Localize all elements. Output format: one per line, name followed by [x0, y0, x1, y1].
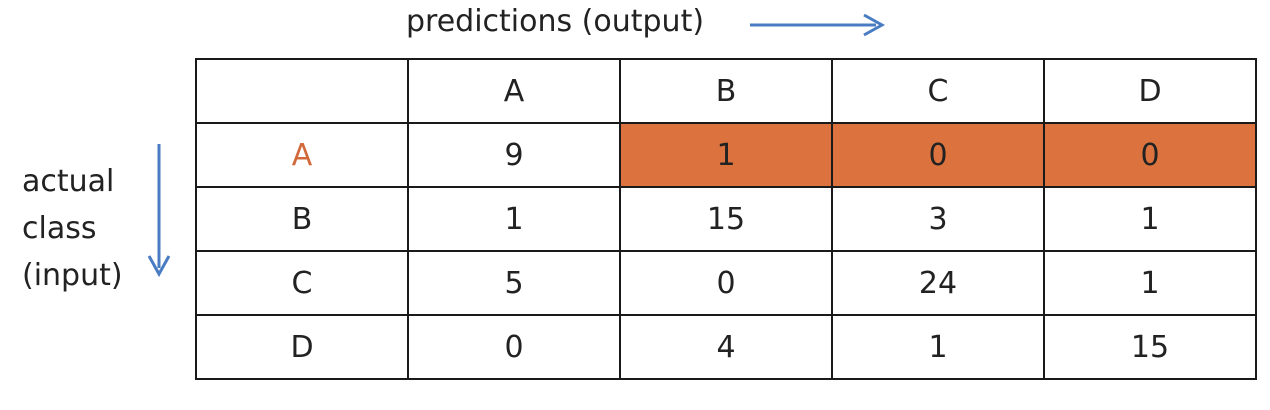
matrix-cell-b-a: 1 — [407, 186, 621, 252]
matrix-cell-a-c: 0 — [831, 122, 1045, 188]
matrix-cell-d-d: 15 — [1043, 314, 1257, 380]
matrix-cell-a-b: 1 — [619, 122, 833, 188]
table-row: B 1 15 3 1 — [195, 186, 1257, 252]
row-label-b: B — [195, 186, 409, 252]
matrix-cell-a-d: 0 — [1043, 122, 1257, 188]
column-header-b: B — [619, 58, 833, 124]
matrix-cell-c-c: 24 — [831, 250, 1045, 316]
table-row: A 9 1 0 0 — [195, 122, 1257, 188]
confusion-matrix: A B C D A 9 1 0 0 B 1 15 3 1 C 5 0 24 1 … — [195, 58, 1257, 380]
corner-cell — [195, 58, 409, 124]
actual-class-input-label: actual class (input) — [22, 158, 123, 299]
row-label-a: A — [195, 122, 409, 188]
matrix-cell-c-b: 0 — [619, 250, 833, 316]
table-row: C 5 0 24 1 — [195, 250, 1257, 316]
matrix-cell-d-b: 4 — [619, 314, 833, 380]
matrix-cell-b-b: 15 — [619, 186, 833, 252]
predictions-output-label: predictions (output) — [406, 4, 705, 39]
column-header-d: D — [1043, 58, 1257, 124]
column-header-c: C — [831, 58, 1045, 124]
down-arrow-icon — [147, 144, 171, 278]
row-label-c: C — [195, 250, 409, 316]
side-label-line-3: (input) — [22, 258, 123, 293]
column-header-a: A — [407, 58, 621, 124]
matrix-cell-c-d: 1 — [1043, 250, 1257, 316]
side-label-line-1: actual — [22, 164, 115, 199]
side-label-line-2: class — [22, 211, 97, 246]
header-row: A B C D — [195, 58, 1257, 124]
matrix-cell-c-a: 5 — [407, 250, 621, 316]
matrix-cell-d-c: 1 — [831, 314, 1045, 380]
matrix-cell-b-d: 1 — [1043, 186, 1257, 252]
row-label-d: D — [195, 314, 409, 380]
matrix-cell-d-a: 0 — [407, 314, 621, 380]
matrix-cell-b-c: 3 — [831, 186, 1045, 252]
matrix-cell-a-a: 9 — [407, 122, 621, 188]
table-row: D 0 4 1 15 — [195, 314, 1257, 380]
right-arrow-icon — [750, 13, 886, 37]
